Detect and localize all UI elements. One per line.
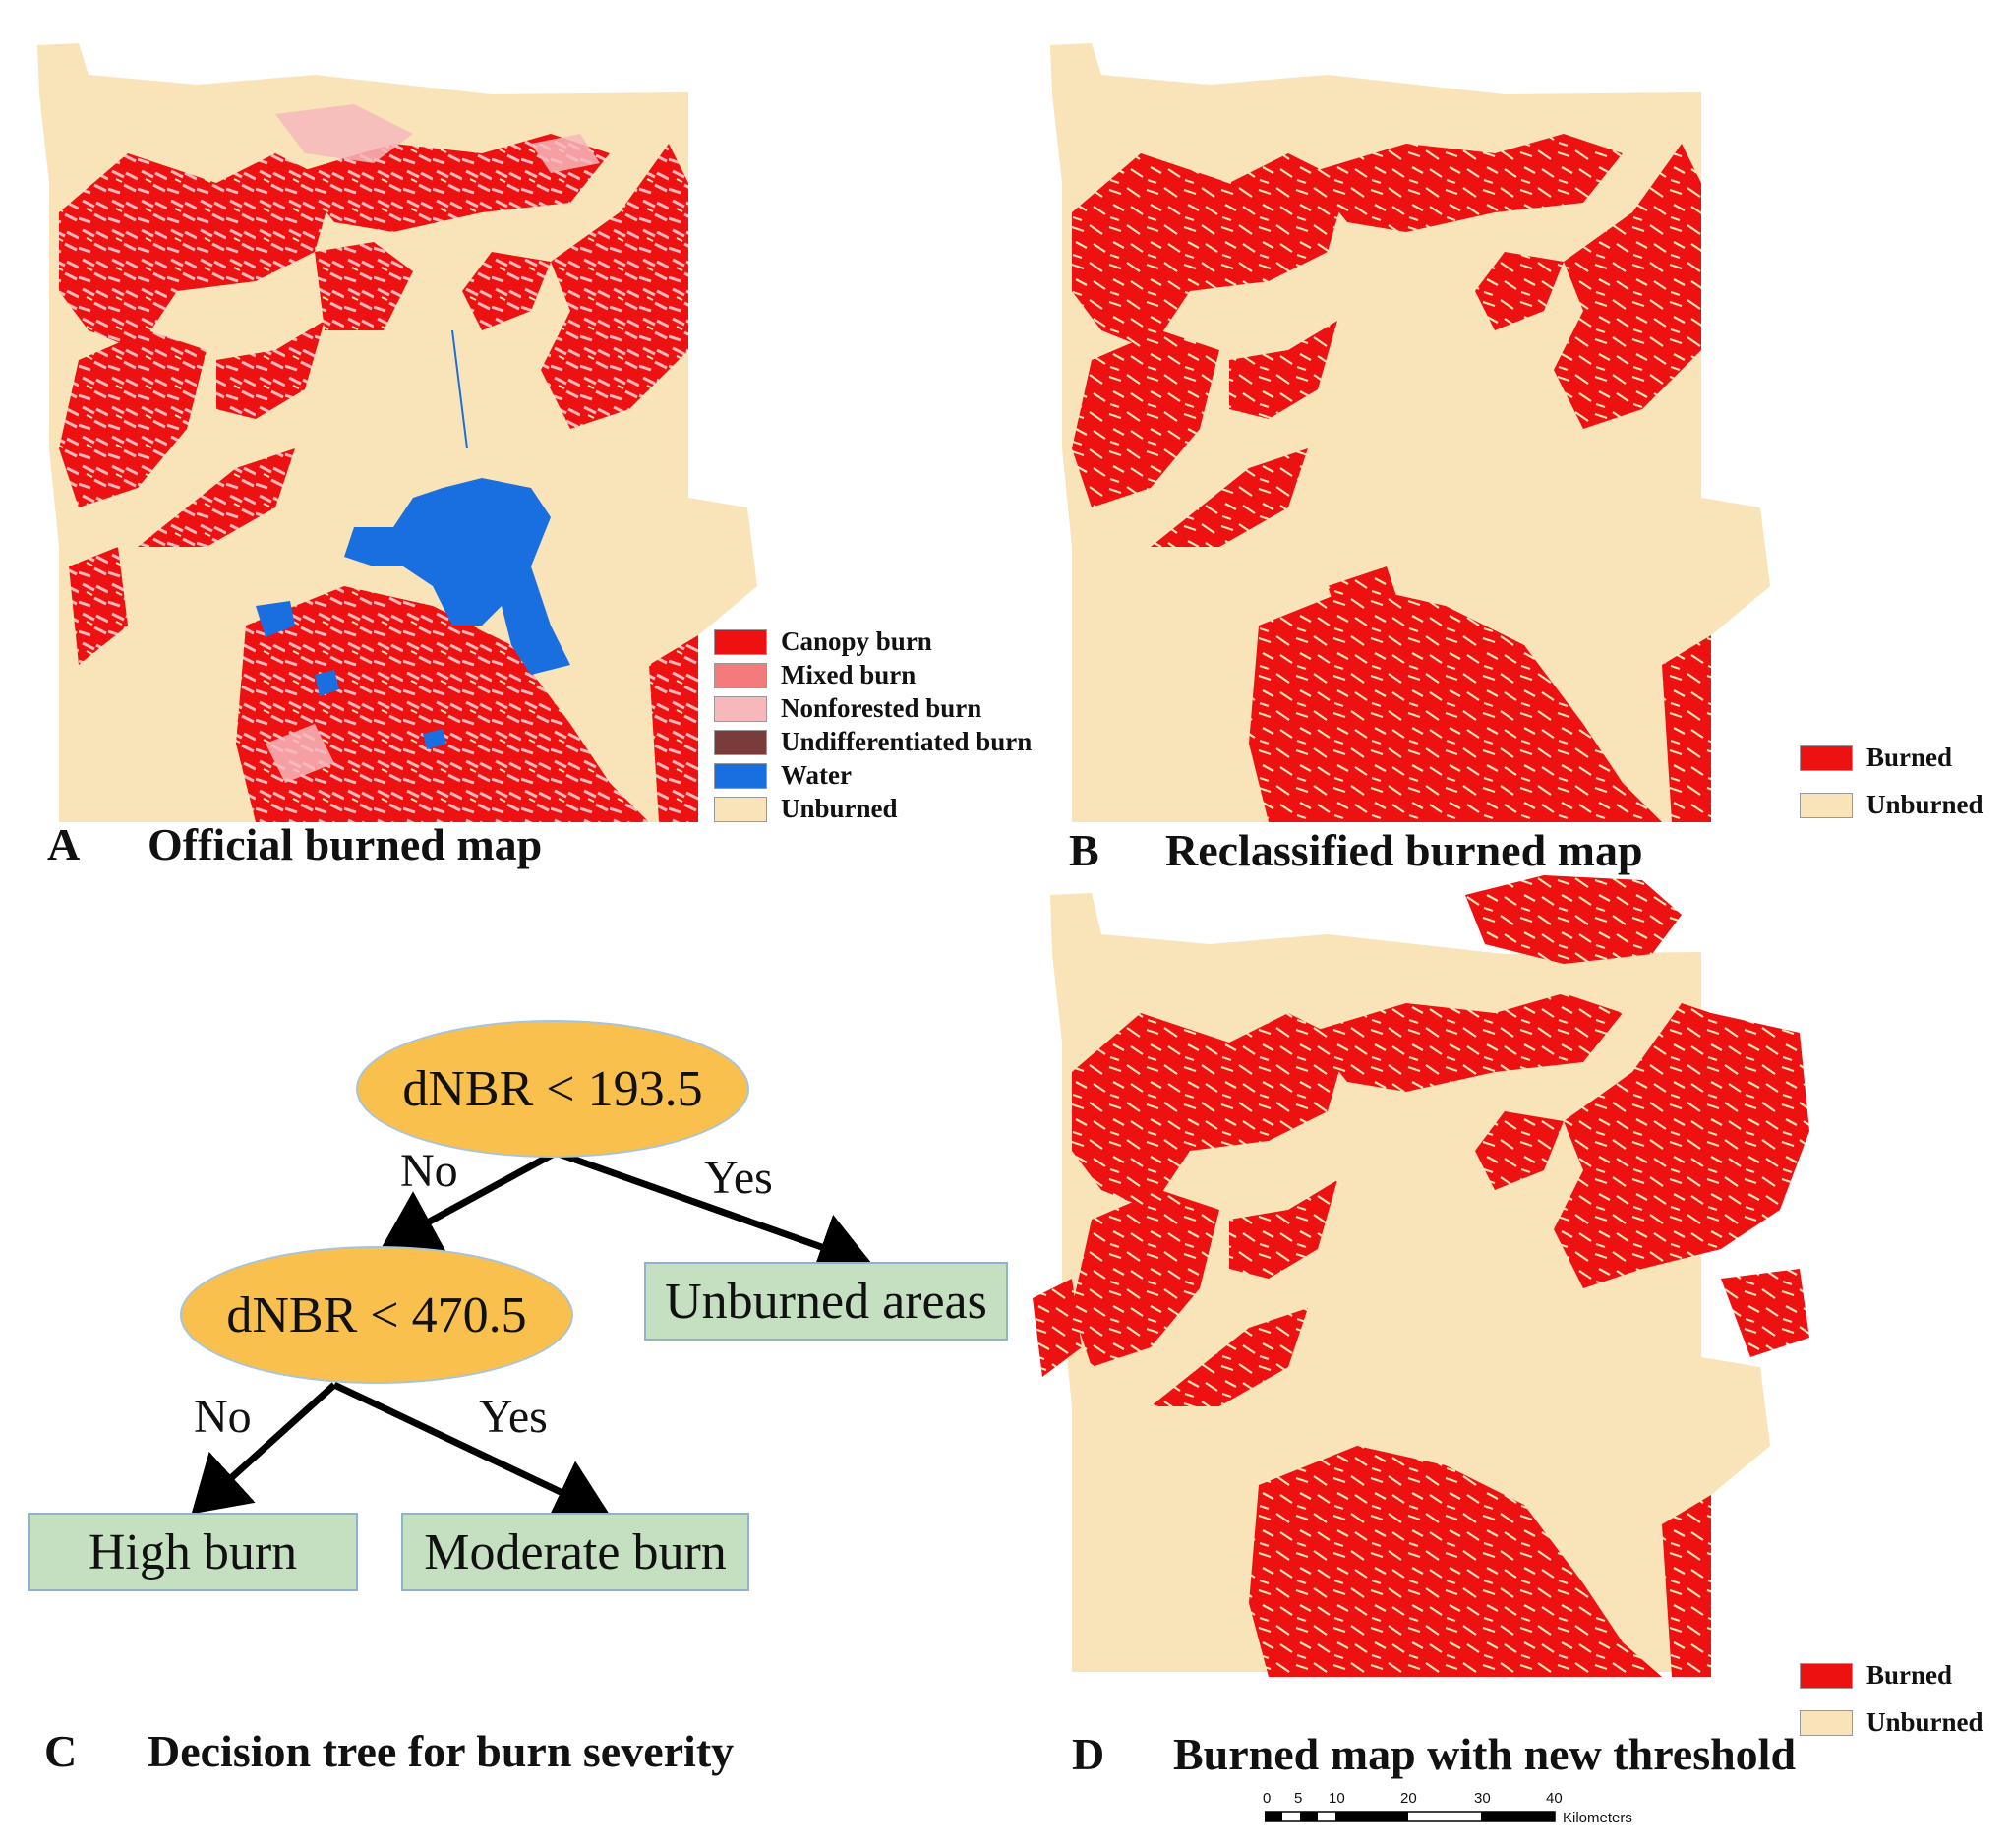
tree-leaf-high-burn: High burn bbox=[28, 1513, 358, 1591]
lake-water bbox=[256, 329, 570, 749]
scale-tick-label: 30 bbox=[1474, 1790, 1491, 1807]
legend-swatch bbox=[1800, 1709, 1853, 1736]
edge-root-yes bbox=[554, 1149, 874, 1280]
legend-swatch bbox=[1800, 1662, 1853, 1689]
panel-d-title: Burned map with new threshold bbox=[1173, 1729, 1797, 1779]
edge-root-no bbox=[381, 1149, 558, 1252]
tree-leaf-unburned-areas: Unburned areas bbox=[644, 1262, 1008, 1341]
legend-swatch bbox=[714, 729, 767, 755]
legend-item-burned: Burned bbox=[1800, 743, 1952, 773]
legend-item-undifferentiated-burn: Undifferentiated burn bbox=[714, 727, 1032, 757]
scale-tick-label: 20 bbox=[1400, 1790, 1417, 1807]
edge-label-inner-yes: Yes bbox=[479, 1391, 548, 1443]
legend-item-mixed-burn: Mixed burn bbox=[714, 660, 916, 690]
burned-areas bbox=[1072, 134, 1711, 822]
panel-b-title: Reclassified burned map bbox=[1165, 825, 1643, 875]
edge-label-inner-no: No bbox=[194, 1391, 252, 1443]
legend-swatch bbox=[714, 662, 767, 688]
legend-swatch bbox=[714, 796, 767, 822]
tree-node-root: dNBR < 193.5 bbox=[356, 1020, 749, 1158]
legend-item-water: Water bbox=[714, 760, 852, 791]
tree-node-inner: dNBR < 470.5 bbox=[180, 1246, 573, 1384]
legend-swatch bbox=[1800, 745, 1853, 771]
nonforested-areas bbox=[266, 104, 600, 783]
legend-item-unburned: Unburned bbox=[714, 794, 898, 824]
edge-label-root-no: No bbox=[400, 1145, 458, 1197]
panel-a-title: Official burned map bbox=[148, 819, 543, 869]
panel-b-letter: B bbox=[1069, 825, 1099, 875]
panel-c-title: Decision tree for burn severity bbox=[148, 1726, 735, 1776]
map-new-threshold bbox=[1033, 875, 1809, 1677]
edge-inner-yes bbox=[332, 1381, 611, 1523]
legend-swatch bbox=[714, 628, 767, 655]
burn-areas bbox=[59, 134, 698, 822]
panel-c-letter: C bbox=[44, 1726, 78, 1776]
scale-tick-label: 0 bbox=[1263, 1790, 1272, 1807]
legend-swatch bbox=[1800, 792, 1853, 818]
legend-item-burned: Burned bbox=[1800, 1660, 1952, 1691]
tree-leaf-moderate-burn: Moderate burn bbox=[401, 1513, 749, 1591]
scale-tick-label: 10 bbox=[1329, 1790, 1345, 1807]
legend-swatch bbox=[714, 695, 767, 722]
edge-label-root-yes: Yes bbox=[704, 1152, 773, 1204]
scale-tick-label: 40 bbox=[1546, 1790, 1563, 1807]
legend-item-unburned: Unburned bbox=[1800, 1707, 1983, 1738]
panel-a-letter: A bbox=[47, 819, 81, 869]
legend-swatch bbox=[714, 762, 767, 789]
scale-tick-label: 5 bbox=[1294, 1790, 1303, 1807]
legend-item-canopy-burn: Canopy burn bbox=[714, 626, 932, 657]
scale-bar-graphic bbox=[1265, 1811, 1556, 1822]
scale-unit: Kilometers bbox=[1563, 1810, 1632, 1826]
burned-areas bbox=[1033, 875, 1809, 1677]
legend-item-nonforested-burn: Nonforested burn bbox=[714, 693, 981, 724]
map-reclassified-burned bbox=[1050, 43, 1770, 822]
panel-d-letter: D bbox=[1072, 1729, 1105, 1779]
legend-item-unburned: Unburned bbox=[1800, 790, 1983, 820]
edge-inner-no bbox=[191, 1382, 337, 1515]
map-official-burned bbox=[37, 43, 757, 822]
